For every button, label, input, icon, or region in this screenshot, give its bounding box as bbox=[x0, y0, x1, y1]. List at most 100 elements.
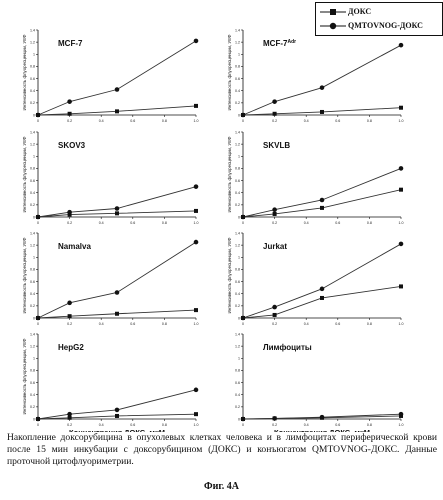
y-tick-label: 1.4 bbox=[30, 231, 35, 235]
y-tick-label: 1.2 bbox=[30, 344, 35, 348]
y-tick-label: 1 bbox=[33, 357, 35, 361]
x-tick-label: 0 bbox=[242, 322, 244, 326]
x-tick-label: 0.6 bbox=[130, 322, 135, 326]
panel-title: Лимфоциты bbox=[263, 343, 312, 352]
data-point-square bbox=[272, 312, 277, 317]
series-line-conjugate bbox=[242, 413, 402, 420]
data-point-circle bbox=[114, 290, 120, 295]
x-tick-label: 0.8 bbox=[162, 423, 167, 427]
series-line-doks bbox=[37, 105, 197, 116]
y-tick-label: 1.2 bbox=[235, 40, 240, 44]
x-tick-label: 0.6 bbox=[130, 423, 135, 427]
y-tick-label: 1 bbox=[238, 155, 240, 159]
chart-panel: 0 0.2 0.4 0.6 0.8 1 1.2 1.4 0 0.2 0.4 0.6 0.8 1.0 Инте… bbox=[22, 130, 199, 225]
y-axis-label: Интенсивность флуоресценции, УЕФ bbox=[22, 136, 27, 213]
y-tick-label: 0.4 bbox=[235, 393, 240, 397]
x-tick-label: 1.0 bbox=[194, 423, 199, 427]
series-line-doks bbox=[242, 189, 402, 218]
y-tick-label: 1.2 bbox=[235, 243, 240, 247]
data-point-square bbox=[67, 415, 72, 420]
x-tick-label: 0.6 bbox=[130, 221, 135, 225]
charts-grid: 0 0.2 0.4 0.6 0.8 1 1.2 1.4 0 0.2 0.4 0.6 0.8 1.0 Инте… bbox=[22, 28, 404, 432]
data-point-circle bbox=[240, 315, 246, 321]
x-tick-label: 0 bbox=[242, 423, 244, 427]
data-point-square bbox=[272, 211, 277, 216]
data-point-circle bbox=[272, 99, 277, 104]
data-point-circle bbox=[114, 87, 120, 92]
data-point-circle bbox=[398, 166, 404, 171]
data-point-circle bbox=[114, 206, 120, 211]
y-tick-label: 1 bbox=[33, 155, 35, 159]
y-tick-label: 1 bbox=[238, 53, 240, 57]
x-tick-label: 1.0 bbox=[399, 322, 404, 326]
chart-panel: 0 0.2 0.4 0.6 0.8 1 1.2 1.4 0 0.2 0.4 0.6 0.8 1.0 Инте… bbox=[227, 231, 404, 326]
x-tick-label: 0.2 bbox=[272, 423, 277, 427]
y-tick-label: 0.2 bbox=[30, 405, 35, 409]
x-tick-label: 0 bbox=[37, 423, 39, 427]
panel-title: MCF-7Adr bbox=[263, 39, 296, 48]
data-point-square bbox=[399, 284, 403, 289]
x-tick-label: 0.6 bbox=[335, 423, 340, 427]
x-tick-label: 1.0 bbox=[194, 119, 199, 123]
y-tick-label: 0.4 bbox=[235, 89, 240, 93]
x-tick-label: 0.4 bbox=[304, 423, 309, 427]
y-tick-label: 0.2 bbox=[30, 101, 35, 105]
x-tick-label: 0.4 bbox=[99, 119, 104, 123]
y-axis-label: Интенсивность флуоресценции, УЕФ bbox=[227, 136, 232, 213]
y-tick-label: 0.6 bbox=[235, 77, 240, 81]
data-point-circle bbox=[319, 286, 325, 292]
data-point-circle bbox=[319, 85, 325, 90]
x-tick-label: 0.2 bbox=[67, 423, 72, 427]
y-tick-label: 1 bbox=[33, 256, 35, 260]
x-tick-label: 0.4 bbox=[99, 322, 104, 326]
x-tick-label: 1.0 bbox=[194, 221, 199, 225]
y-tick-label: 0.4 bbox=[235, 292, 240, 296]
y-tick-label: 0.2 bbox=[235, 405, 240, 409]
legend-label-doks: ДОКС bbox=[348, 7, 372, 16]
y-axis-label: Интенсивность флуоресценции, УЕФ bbox=[227, 237, 232, 314]
panel-title: MCF-7 bbox=[58, 39, 83, 48]
panel-title: SKVLB bbox=[263, 141, 290, 150]
chart-panel: 0 0.2 0.4 0.6 0.8 1 1.2 1.4 0 0.2 0.4 0.6 0.8 1.0 Инте… bbox=[22, 332, 199, 432]
series-line-doks bbox=[242, 285, 402, 319]
chart-panel: 0 0.2 0.4 0.6 0.8 1 1.2 1.4 0 0.2 0.4 0.6 0.8 1.0 Лимф… bbox=[235, 332, 404, 432]
data-point-circle bbox=[240, 416, 246, 422]
series-line-doks bbox=[37, 210, 197, 218]
y-tick-label: 1.4 bbox=[30, 28, 35, 32]
data-point-square bbox=[320, 109, 324, 114]
x-tick-label: 0.6 bbox=[335, 322, 340, 326]
data-point-square bbox=[67, 212, 72, 217]
x-tick-label: 0.4 bbox=[304, 119, 309, 123]
data-point-circle bbox=[114, 407, 120, 413]
y-tick-label: 0.8 bbox=[235, 268, 240, 272]
data-point-circle bbox=[193, 387, 199, 393]
data-point-circle bbox=[398, 42, 404, 48]
y-tick-label: 1.2 bbox=[235, 142, 240, 146]
panel-title: SKOV3 bbox=[58, 141, 86, 150]
figure-label: Фиг. 4А bbox=[204, 481, 239, 492]
y-tick-label: 0.2 bbox=[30, 304, 35, 308]
y-tick-label: 0.2 bbox=[235, 203, 240, 207]
data-point-circle bbox=[319, 197, 325, 203]
data-point-square bbox=[194, 308, 198, 313]
y-tick-label: 1.4 bbox=[235, 28, 240, 32]
legend-item-doks: ДОКС bbox=[316, 5, 442, 19]
y-tick-label: 0.6 bbox=[30, 280, 35, 284]
x-tick-label: 0.4 bbox=[304, 322, 309, 326]
x-tick-label: 0.8 bbox=[367, 423, 372, 427]
x-tick-label: 0.8 bbox=[162, 221, 167, 225]
y-tick-label: 0.8 bbox=[235, 167, 240, 171]
series-line-conjugate bbox=[37, 241, 197, 319]
x-tick-label: 0.6 bbox=[130, 119, 135, 123]
data-point-square bbox=[67, 111, 72, 116]
series-line-conjugate bbox=[242, 243, 402, 319]
y-tick-label: 0.4 bbox=[30, 393, 35, 397]
data-point-circle bbox=[35, 112, 41, 118]
x-tick-label: 0 bbox=[37, 221, 39, 225]
x-tick-label: 0 bbox=[37, 119, 39, 123]
series-line-conjugate bbox=[37, 186, 197, 218]
circle-marker-icon bbox=[320, 22, 346, 30]
x-axis-label: Концентрация ДОКС, мкМ bbox=[274, 428, 370, 432]
x-tick-label: 0.6 bbox=[335, 119, 340, 123]
legend-label-conjugate: QMTOVNOG-ДОКС bbox=[348, 21, 423, 30]
